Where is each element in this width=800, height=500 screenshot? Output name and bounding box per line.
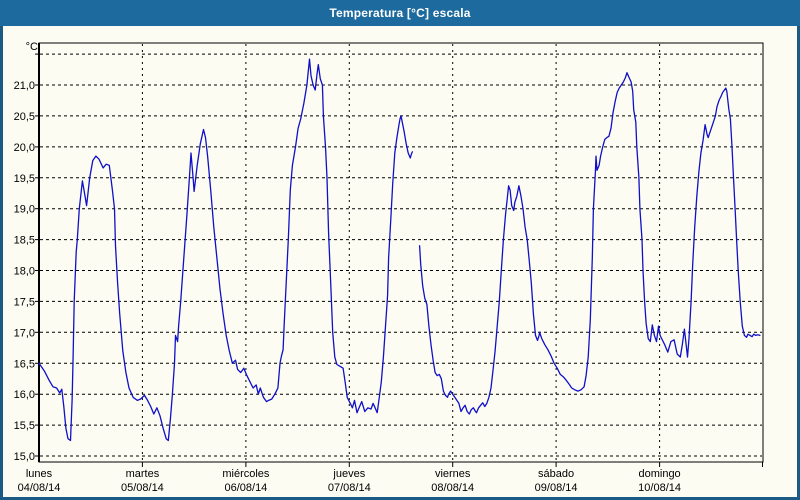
svg-text:08/08/14: 08/08/14 — [431, 482, 474, 494]
svg-text:jueves: jueves — [332, 468, 365, 480]
svg-text:viernes: viernes — [435, 468, 471, 480]
svg-text:06/08/14: 06/08/14 — [224, 482, 267, 494]
temperature-line — [38, 58, 761, 442]
y-axis-labels: 21,0 20,5 20,0 19,5 19,0 18,5 18,0 17,5 17,0 16,5… — [14, 80, 35, 463]
svg-text:15,5: 15,5 — [14, 420, 35, 432]
svg-text:19,5: 19,5 — [14, 173, 35, 185]
svg-text:miércoles: miércoles — [222, 468, 270, 480]
svg-text:17,0: 17,0 — [14, 327, 35, 339]
svg-text:07/08/14: 07/08/14 — [328, 482, 371, 494]
svg-text:18,0: 18,0 — [14, 266, 35, 278]
title-bar: Temperatura [°C] escala — [0, 0, 800, 26]
grid-lines — [35, 44, 763, 467]
svg-text:lunes: lunes — [26, 468, 53, 480]
svg-text:09/08/14: 09/08/14 — [535, 482, 578, 494]
svg-text:20,0: 20,0 — [14, 142, 35, 154]
window-title: Temperatura [°C] escala — [329, 6, 471, 20]
svg-text:04/08/14: 04/08/14 — [18, 482, 61, 494]
svg-text:18,5: 18,5 — [14, 235, 35, 247]
temperature-chart: 21,0 20,5 20,0 19,5 19,0 18,5 18,0 17,5 17,0 16,5… — [14, 41, 764, 494]
x-axis-labels: lunes 04/08/14 martes 05/08/14 miércoles 06/0… — [18, 468, 681, 494]
svg-text:17,5: 17,5 — [14, 296, 35, 308]
svg-text:10/08/14: 10/08/14 — [638, 482, 681, 494]
svg-text:martes: martes — [126, 468, 160, 480]
chart-panel: 21,0 20,5 20,0 19,5 19,0 18,5 18,0 17,5 17,0 16,5… — [3, 26, 797, 497]
plot-frame — [38, 42, 764, 463]
svg-text:20,5: 20,5 — [14, 111, 35, 123]
svg-text:19,0: 19,0 — [14, 204, 35, 216]
svg-text:16,0: 16,0 — [14, 389, 35, 401]
svg-text:21,0: 21,0 — [14, 80, 35, 92]
svg-text:15,0: 15,0 — [14, 451, 35, 463]
svg-text:domingo: domingo — [638, 468, 680, 480]
svg-text:05/08/14: 05/08/14 — [121, 482, 164, 494]
unit-label: °C — [26, 41, 38, 53]
svg-text:16,5: 16,5 — [14, 358, 35, 370]
svg-text:sábado: sábado — [538, 468, 574, 480]
